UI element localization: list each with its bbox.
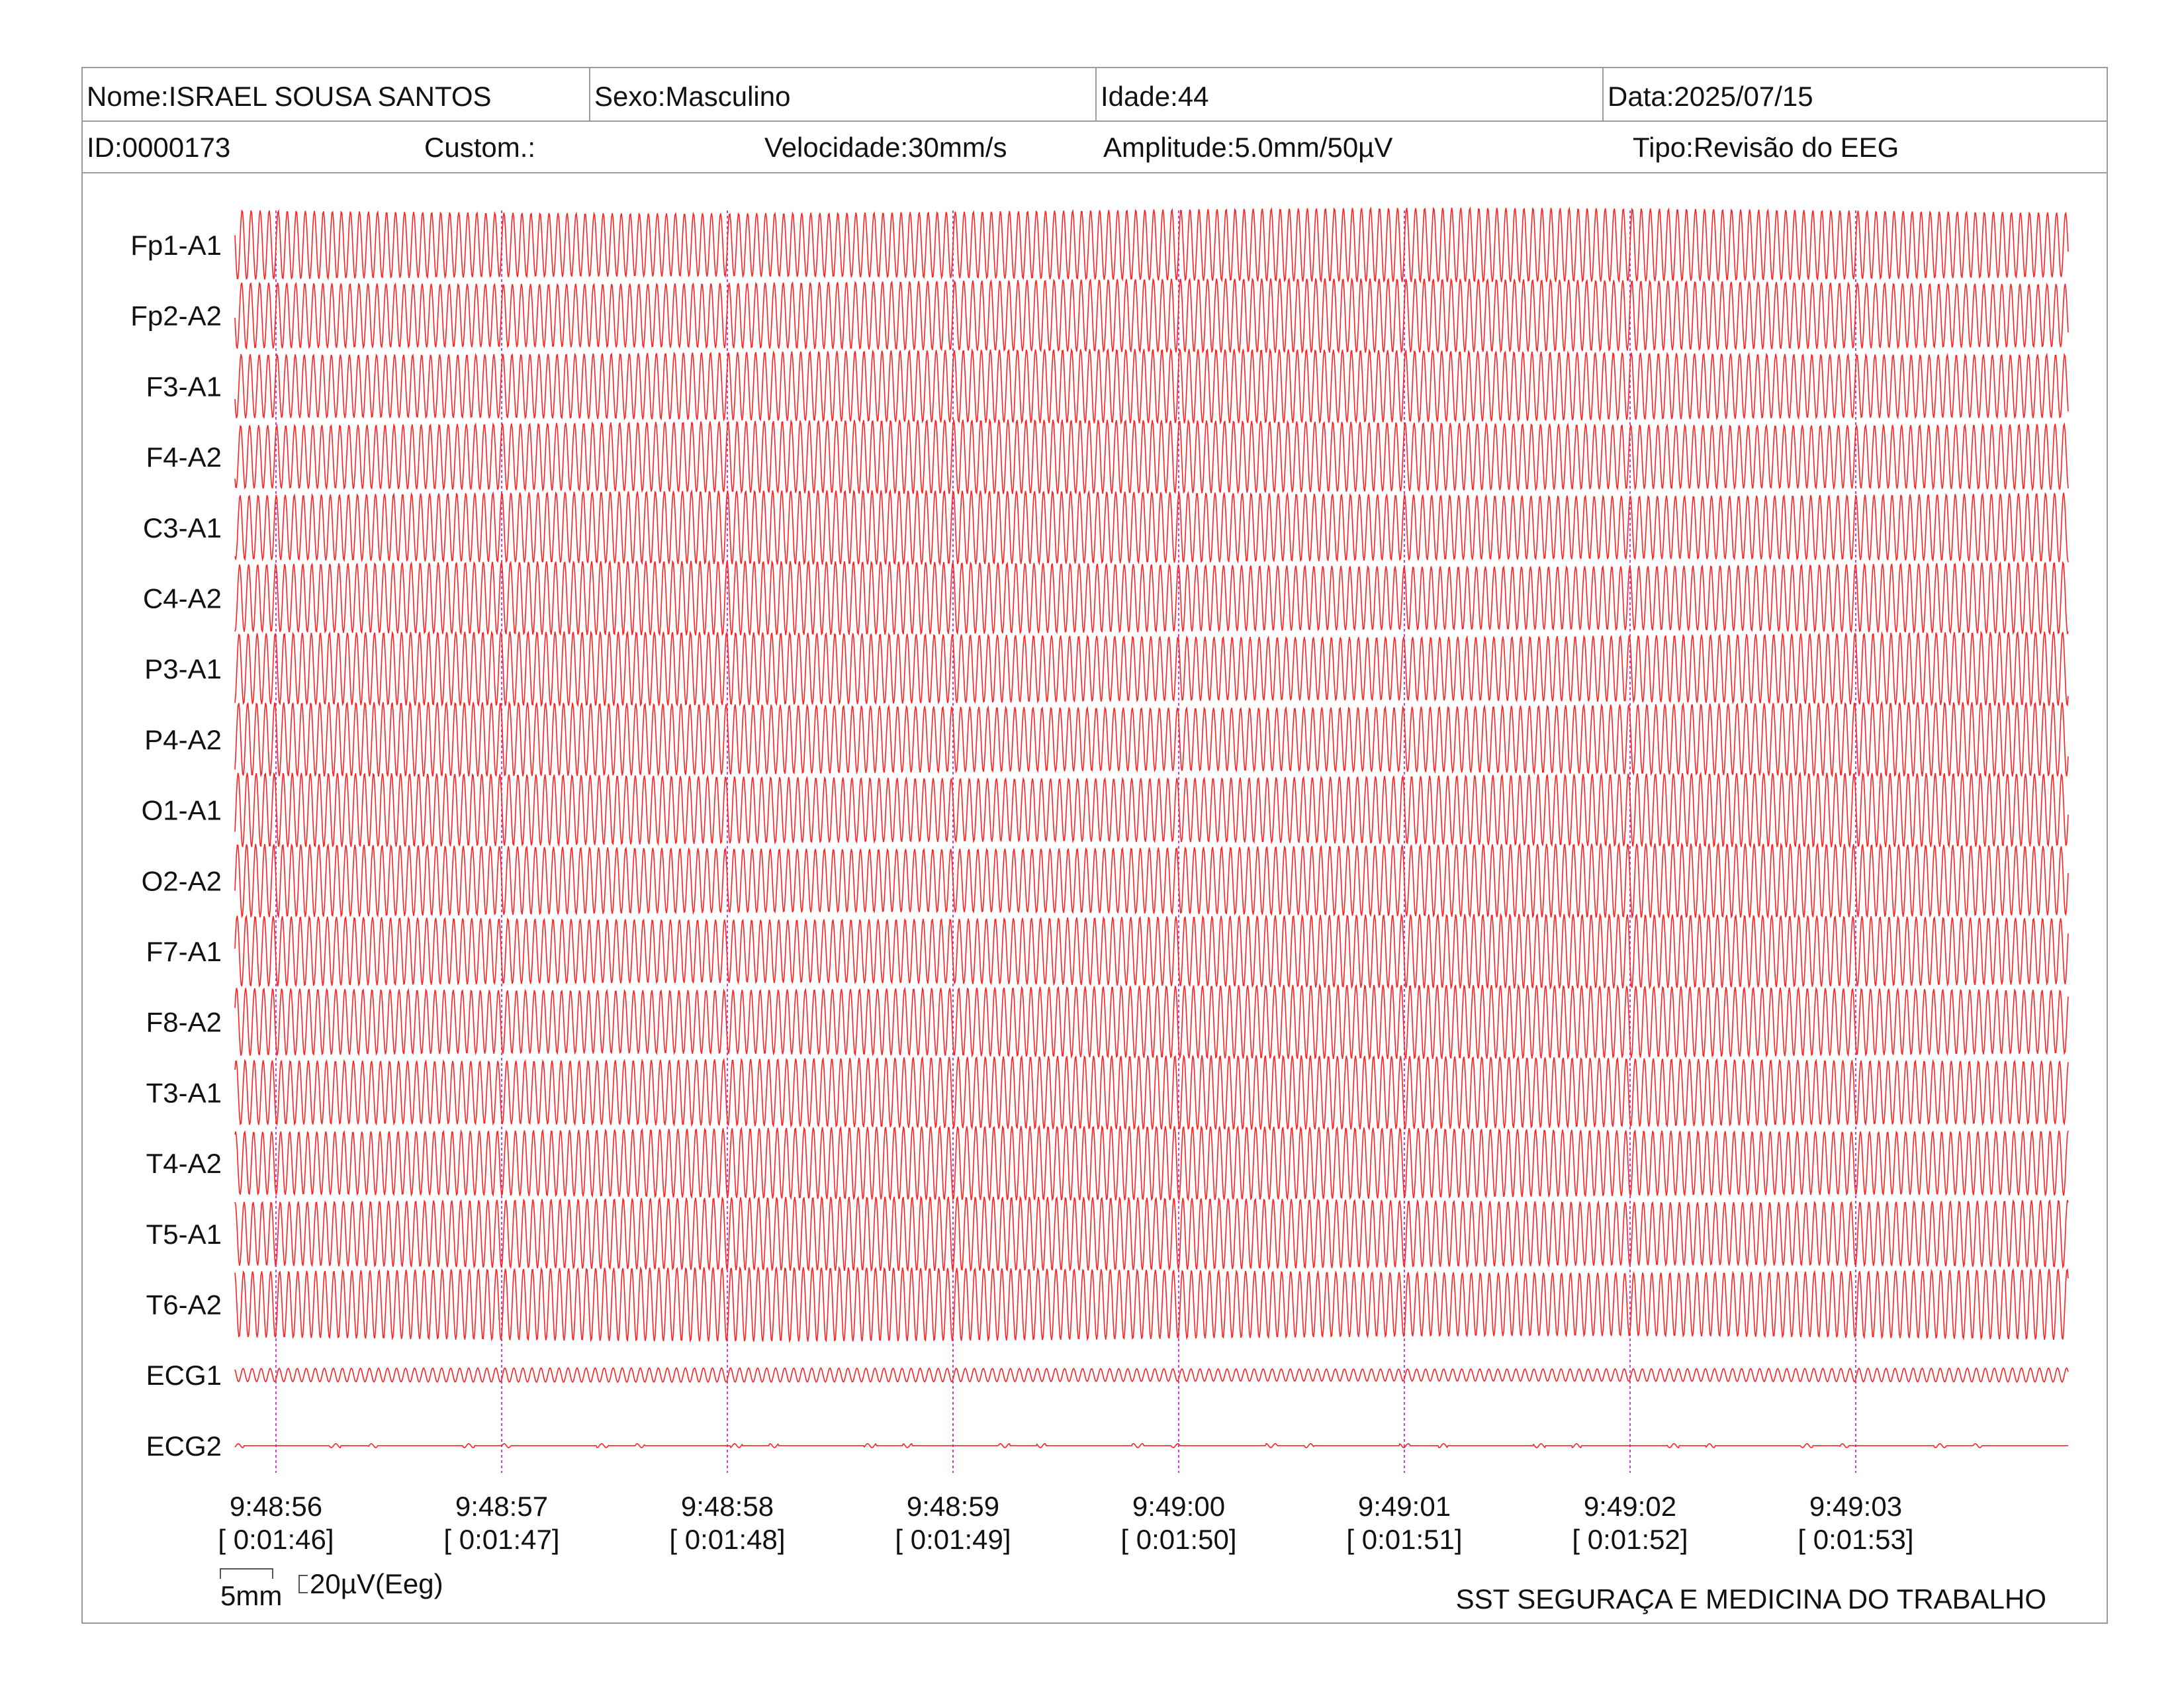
review-type: Tipo:Revisão do EEG bbox=[1633, 132, 1899, 163]
time-elapsed-label: [ 0:01:50] bbox=[1120, 1524, 1236, 1555]
patient-info-row: Nome:ISRAEL SOUSA SANTOS Sexo:Masculino … bbox=[83, 68, 2107, 122]
patient-age: Idade:44 bbox=[1095, 68, 1602, 120]
channel-trace bbox=[234, 771, 2069, 849]
time-elapsed-label: [ 0:01:49] bbox=[895, 1524, 1011, 1555]
time-clock-label: 9:49:00 bbox=[1132, 1491, 1225, 1522]
custom-field: Custom.: bbox=[424, 132, 536, 163]
company-name: SST SEGURAÇA E MEDICINA DO TRABALHO bbox=[1456, 1583, 2046, 1615]
channel-label: C3-A1 bbox=[143, 512, 222, 543]
channel-label: F8-A2 bbox=[146, 1007, 222, 1038]
channel-trace bbox=[234, 1442, 2068, 1449]
time-elapsed-label: [ 0:01:47] bbox=[443, 1524, 559, 1555]
patient-id: ID:0000173 bbox=[87, 132, 231, 163]
channel-label: Fp2-A2 bbox=[130, 301, 222, 332]
channel-trace bbox=[234, 348, 2069, 425]
channel-label: O2-A2 bbox=[142, 865, 222, 896]
channel-label: T4-A2 bbox=[146, 1148, 222, 1179]
channel-label: T5-A1 bbox=[146, 1219, 222, 1250]
time-elapsed-label: [ 0:01:51] bbox=[1346, 1524, 1462, 1555]
time-labels: 9:48:56[ 0:01:46] 9:48:57[ 0:01:47] 9:48:5… bbox=[218, 1491, 1913, 1555]
patient-name: Nome:ISRAEL SOUSA SANTOS bbox=[87, 81, 492, 112]
channel-trace bbox=[234, 912, 2069, 990]
time-elapsed-label: [ 0:01:52] bbox=[1572, 1524, 1688, 1555]
amplitude-scale-label: 20µV(Eeg) bbox=[310, 1568, 443, 1599]
channel-labels: Fp1-A1 Fp2-A2 F3-A1 F4-A2 C3-A1 C4-A2 P3-A1 P4-… bbox=[130, 230, 222, 1462]
time-elapsed-label: [ 0:01:46] bbox=[218, 1524, 334, 1555]
patient-sex: Sexo:Masculino bbox=[589, 68, 1095, 120]
time-clock-label: 9:48:56 bbox=[230, 1491, 322, 1522]
time-clock-label: 9:48:58 bbox=[681, 1491, 774, 1522]
time-scale-bracket bbox=[220, 1568, 273, 1579]
time-elapsed-label: [ 0:01:53] bbox=[1797, 1524, 1913, 1555]
recording-amplitude: Amplitude:5.0mm/50µV bbox=[1103, 132, 1393, 163]
channel-label: Fp1-A1 bbox=[130, 230, 222, 261]
eeg-traces bbox=[234, 206, 2069, 1449]
channel-label: ECG2 bbox=[146, 1430, 222, 1462]
channel-trace bbox=[234, 842, 2069, 919]
channel-label: T3-A1 bbox=[146, 1077, 222, 1108]
channel-label: F3-A1 bbox=[146, 371, 222, 402]
channel-trace bbox=[234, 489, 2069, 566]
channel-label: P4-A2 bbox=[144, 724, 222, 755]
channel-label: P3-A1 bbox=[144, 653, 222, 684]
channel-trace bbox=[234, 1055, 2069, 1131]
amplitude-scale-bracket bbox=[298, 1575, 308, 1593]
channel-trace bbox=[234, 700, 2069, 778]
channel-trace bbox=[234, 1195, 2069, 1272]
channel-trace bbox=[234, 418, 2069, 494]
channel-label: ECG1 bbox=[146, 1360, 222, 1391]
exam-date: Data:2025/07/15 bbox=[1602, 68, 2108, 120]
time-clock-label: 9:48:59 bbox=[907, 1491, 999, 1522]
time-clock-label: 9:48:57 bbox=[455, 1491, 548, 1522]
time-scale-label: 5mm bbox=[220, 1580, 282, 1611]
time-clock-label: 9:49:02 bbox=[1584, 1491, 1676, 1522]
recording-speed: Velocidade:30mm/s bbox=[764, 132, 1007, 163]
channel-trace bbox=[234, 559, 2069, 637]
channel-label: C4-A2 bbox=[143, 583, 222, 614]
channel-label: O1-A1 bbox=[142, 795, 222, 826]
channel-trace bbox=[234, 277, 2069, 354]
report-frame: Nome:ISRAEL SOUSA SANTOS Sexo:Masculino … bbox=[81, 67, 2108, 1624]
time-marker-lines bbox=[275, 211, 1856, 1473]
recording-info-row: ID:0000173 Custom.: Velocidade:30mm/s Am… bbox=[83, 122, 2107, 173]
channel-trace bbox=[234, 983, 2069, 1061]
time-clock-label: 9:49:03 bbox=[1809, 1491, 1902, 1522]
scale-bar: 5mm 20µV(Eeg) bbox=[220, 1568, 443, 1611]
channel-trace bbox=[234, 1125, 2069, 1202]
channel-trace bbox=[234, 1266, 2069, 1343]
channel-trace bbox=[234, 1367, 2069, 1383]
channel-trace bbox=[234, 630, 2069, 708]
channel-label: F4-A2 bbox=[146, 442, 222, 473]
time-clock-label: 9:49:01 bbox=[1358, 1491, 1451, 1522]
time-elapsed-label: [ 0:01:48] bbox=[669, 1524, 785, 1555]
channel-label: F7-A1 bbox=[146, 936, 222, 967]
channel-label: T6-A2 bbox=[146, 1289, 222, 1321]
channel-trace bbox=[234, 206, 2069, 284]
